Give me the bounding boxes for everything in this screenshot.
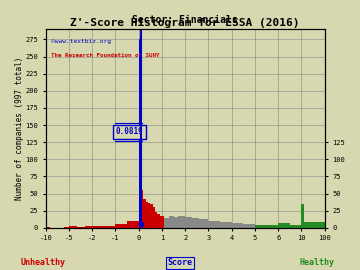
Text: The Research Foundation of SUNY: The Research Foundation of SUNY bbox=[51, 53, 160, 58]
Bar bbox=[301, 204, 304, 228]
Bar bbox=[153, 207, 155, 228]
Bar bbox=[143, 199, 146, 228]
Bar bbox=[167, 218, 169, 228]
Text: Unhealthy: Unhealthy bbox=[21, 258, 66, 267]
Bar bbox=[199, 219, 208, 228]
Bar bbox=[164, 218, 167, 228]
Bar bbox=[146, 202, 148, 228]
Bar bbox=[278, 223, 290, 228]
Bar bbox=[178, 215, 185, 228]
Title: Z'-Score Histogram for ESSA (2016): Z'-Score Histogram for ESSA (2016) bbox=[71, 18, 300, 28]
Text: 0.0819: 0.0819 bbox=[116, 127, 143, 136]
Bar bbox=[64, 227, 69, 228]
Bar bbox=[116, 224, 127, 228]
Bar bbox=[192, 218, 199, 228]
Bar bbox=[148, 203, 150, 228]
Bar bbox=[304, 222, 325, 228]
Bar bbox=[255, 225, 278, 228]
Bar bbox=[169, 215, 174, 228]
Bar bbox=[232, 223, 243, 228]
Text: Healthy: Healthy bbox=[299, 258, 334, 267]
Bar bbox=[220, 222, 232, 228]
Bar bbox=[46, 227, 50, 228]
Text: Sector: Financials: Sector: Financials bbox=[132, 15, 238, 25]
Bar bbox=[85, 227, 92, 228]
Bar bbox=[92, 226, 104, 228]
Text: ©www.textbiz.org: ©www.textbiz.org bbox=[51, 39, 111, 44]
Bar bbox=[139, 39, 141, 228]
Y-axis label: Number of companies (997 total): Number of companies (997 total) bbox=[15, 57, 24, 200]
Bar bbox=[162, 215, 164, 228]
Bar bbox=[174, 217, 178, 228]
Bar bbox=[150, 204, 153, 228]
Bar bbox=[185, 217, 192, 228]
Bar bbox=[77, 227, 85, 228]
Bar bbox=[290, 225, 301, 228]
Bar bbox=[208, 221, 220, 228]
Bar bbox=[104, 226, 116, 228]
Bar bbox=[159, 215, 162, 228]
Bar bbox=[69, 227, 77, 228]
Text: Score: Score bbox=[167, 258, 193, 267]
Bar bbox=[157, 214, 159, 228]
Bar bbox=[127, 221, 139, 228]
Bar bbox=[243, 224, 255, 228]
Bar bbox=[141, 190, 143, 228]
Bar bbox=[155, 212, 157, 228]
